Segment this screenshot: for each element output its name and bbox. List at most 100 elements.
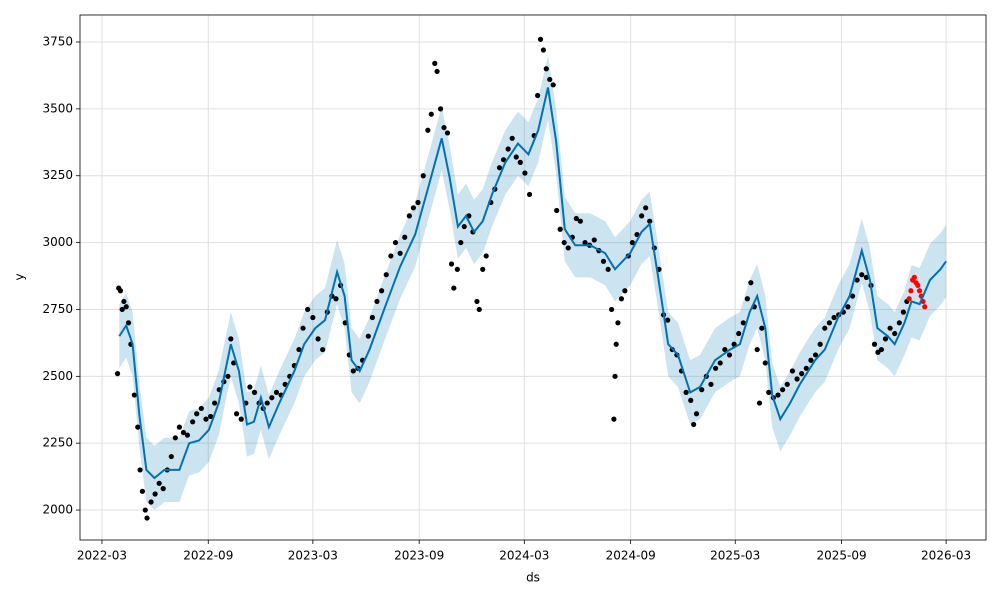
data-point <box>247 384 253 390</box>
data-point <box>526 191 533 198</box>
data-point <box>264 400 270 406</box>
axes-frame <box>79 14 987 541</box>
data-point <box>600 258 607 264</box>
data-point <box>432 60 438 67</box>
data-point <box>428 111 434 117</box>
data-point <box>896 320 902 326</box>
x-tick-label: 2025-09 <box>816 549 866 563</box>
x-tick-label: 2022-09 <box>183 549 233 563</box>
data-point <box>198 405 204 412</box>
data-point <box>374 298 380 305</box>
data-point <box>135 424 141 430</box>
data-point <box>900 309 906 315</box>
data-point <box>754 346 760 353</box>
data-point <box>379 288 385 294</box>
x-tick-label: 2024-09 <box>606 549 656 563</box>
data-point <box>845 304 851 310</box>
data-point <box>137 467 143 473</box>
data-point <box>483 253 489 259</box>
data-point <box>808 357 814 363</box>
data-point <box>383 272 389 278</box>
data-point <box>726 352 733 358</box>
data-point <box>437 106 444 112</box>
data-point <box>736 330 742 337</box>
data-point <box>131 392 137 398</box>
data-point <box>123 304 129 310</box>
data-point <box>537 36 544 42</box>
data-point <box>148 499 154 505</box>
data-point <box>300 325 306 331</box>
data-point <box>160 486 166 492</box>
y-tick-label: 3000 <box>42 235 73 249</box>
data-point <box>194 411 200 417</box>
data-point <box>496 165 503 171</box>
data-point <box>273 389 280 395</box>
data-point <box>613 341 619 347</box>
data-point <box>365 333 371 339</box>
data-point <box>608 306 615 313</box>
data-point <box>665 317 671 323</box>
data-point <box>152 491 158 497</box>
data-point <box>691 421 697 428</box>
data-point <box>434 68 440 75</box>
data-point <box>708 381 714 387</box>
data-point <box>543 66 549 72</box>
data-point <box>461 223 467 230</box>
data-point <box>402 234 408 240</box>
y-tick-label: 2500 <box>42 369 73 383</box>
data-point <box>315 336 321 342</box>
data-point <box>269 395 275 401</box>
data-point <box>817 341 823 347</box>
data-point <box>908 288 914 294</box>
data-point <box>296 346 302 353</box>
data-point <box>892 330 898 337</box>
data-point <box>190 419 196 425</box>
data-point <box>688 397 694 403</box>
data-point <box>612 373 618 379</box>
data-point <box>615 320 621 326</box>
data-point <box>139 488 146 494</box>
y-tick-label: 3750 <box>42 35 73 49</box>
data-point <box>420 173 426 179</box>
data-point <box>509 135 515 141</box>
data-point <box>878 346 885 353</box>
data-point <box>591 237 597 243</box>
x-tick-label: 2023-03 <box>288 549 338 563</box>
x-tick-label: 2026-03 <box>921 549 971 563</box>
data-point <box>505 146 511 152</box>
data-point <box>789 368 796 374</box>
data-point <box>887 325 893 331</box>
data-point <box>458 239 464 246</box>
data-point <box>441 124 447 131</box>
data-point <box>522 170 528 176</box>
data-point <box>759 325 765 331</box>
y-tick-label: 2750 <box>42 302 73 316</box>
data-point <box>766 389 772 395</box>
data-point <box>871 341 878 347</box>
ticks: 2000 2250 2500 2750 3000 3250 3500 3750 2022-03 2… <box>42 35 971 563</box>
data-point <box>476 306 482 313</box>
data-point <box>117 288 124 294</box>
data-point <box>756 400 763 406</box>
data-point <box>125 320 132 326</box>
data-point <box>812 352 819 358</box>
data-point <box>369 314 375 321</box>
data-point <box>425 127 431 133</box>
data-point <box>643 205 649 211</box>
data-point <box>831 314 837 321</box>
data-point <box>634 231 640 238</box>
data-point <box>744 296 750 302</box>
data-point <box>748 280 754 286</box>
data-point <box>740 320 746 326</box>
data-point <box>565 245 571 251</box>
data-point <box>731 341 737 347</box>
data-point <box>212 400 218 406</box>
data-point <box>350 368 356 374</box>
data-point <box>540 47 547 53</box>
x-tick-label: 2025-03 <box>710 549 760 563</box>
forecast-line <box>118 87 947 480</box>
data-point <box>320 346 326 353</box>
data-point <box>144 515 150 521</box>
